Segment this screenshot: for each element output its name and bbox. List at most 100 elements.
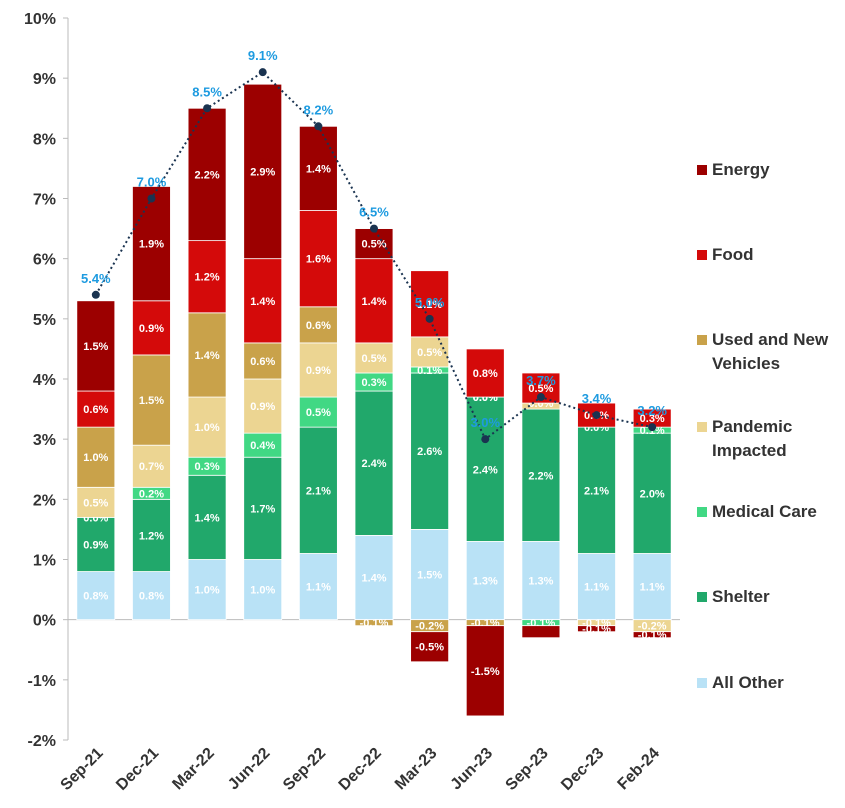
data-label: 2.2%: [528, 470, 553, 482]
data-label: 1.4%: [361, 573, 386, 585]
bar-segment: [187, 396, 227, 458]
bar-segment: [243, 342, 283, 380]
bar-segment: [298, 342, 338, 398]
y-tick-label: 0%: [33, 613, 56, 630]
bar-segment: [354, 619, 394, 627]
data-label: -0.2%: [638, 621, 667, 633]
x-tick-label: Dec-23: [558, 745, 607, 794]
data-label: 0.8%: [473, 368, 498, 380]
bar-segment: [632, 631, 672, 639]
x-tick-label: Sep-22: [280, 745, 329, 794]
bar-segment: [243, 258, 283, 344]
data-label: 0.8%: [83, 591, 108, 603]
legend-swatch: [697, 165, 707, 175]
data-label: 0.6%: [83, 404, 108, 416]
data-label: 0.8%: [139, 591, 164, 603]
data-label: 1.0%: [250, 585, 275, 597]
legend-swatch: [697, 250, 707, 260]
x-tick-label: Dec-21: [113, 745, 162, 794]
y-tick-label: -2%: [28, 733, 56, 750]
bar-segment: [76, 486, 116, 518]
y-tick-label: 3%: [33, 432, 56, 449]
data-label: 1.2%: [139, 530, 164, 542]
data-label: 0.3%: [361, 377, 386, 389]
data-label: 0.5%: [528, 383, 553, 395]
bar-segment: [298, 125, 338, 211]
y-tick-label: 2%: [33, 492, 56, 509]
legend-item: Medical Care: [697, 500, 842, 524]
total-point: [91, 290, 100, 299]
data-label: 0.6%: [250, 356, 275, 368]
y-tick-label: 1%: [33, 553, 56, 570]
legend-item: Pandemic Impacted: [697, 415, 842, 463]
x-tick-label: Jun-22: [225, 745, 274, 794]
bar-segment: [298, 306, 338, 344]
legend-label: Pandemic Impacted: [712, 417, 793, 460]
bar-segment: [577, 426, 616, 554]
bar-segment: [465, 348, 505, 398]
x-tick-label: Feb-24: [615, 745, 664, 794]
data-label: 0.3%: [195, 461, 220, 473]
bar-segment: [132, 300, 171, 356]
bar-segment: [243, 83, 283, 260]
data-label: 0.4%: [250, 440, 275, 452]
x-tick-label: Dec-22: [336, 745, 385, 794]
total-label: 7.0%: [137, 175, 167, 190]
data-label: -0.1%: [360, 618, 389, 630]
legend-label: Shelter: [712, 587, 770, 606]
total-label: 5.0%: [415, 295, 445, 310]
y-tick-label: 7%: [33, 192, 56, 209]
total-line: [94, 70, 653, 441]
data-label: 1.4%: [195, 512, 220, 524]
data-label: 0.9%: [139, 323, 164, 335]
data-label: -0.5%: [415, 642, 444, 654]
data-label: 0.5%: [306, 407, 331, 419]
data-label: 2.0%: [640, 488, 665, 500]
data-label: 1.0%: [195, 585, 220, 597]
data-label: -0.1%: [638, 630, 667, 642]
bar-segment: [132, 444, 171, 488]
data-label: 1.3%: [473, 576, 498, 588]
bar-segment: [187, 559, 227, 621]
data-label: 1.0%: [83, 452, 108, 464]
legend-swatch: [697, 592, 707, 602]
x-tick-label: Mar-23: [392, 745, 441, 794]
bar-segment: [132, 354, 171, 446]
bar-segment: [76, 516, 116, 572]
total-label: 3.2%: [637, 403, 667, 418]
y-tick-label: 6%: [33, 252, 56, 269]
data-label: 0.3%: [640, 413, 665, 425]
total-point: [147, 194, 156, 203]
total-label: 3.4%: [582, 391, 612, 406]
data-label: 1.1%: [306, 582, 331, 594]
total-point: [648, 423, 657, 432]
total-label: 8.5%: [192, 84, 222, 99]
bar-segment: [521, 408, 561, 542]
bar-segment: [187, 312, 227, 398]
data-label: 1.1%: [640, 582, 665, 594]
legend-label: All Other: [712, 673, 784, 692]
total-label: 3.7%: [526, 373, 556, 388]
legend-label: Medical Care: [712, 502, 817, 521]
bar-segment: [132, 571, 171, 621]
data-label: 2.6%: [417, 446, 442, 458]
bar-segment: [521, 625, 561, 639]
bar-segment: [465, 625, 505, 717]
data-label: -0.2%: [415, 621, 444, 633]
total-label: 8.2%: [304, 102, 334, 117]
bar-segment: [132, 498, 171, 572]
data-label: -1.5%: [471, 666, 500, 678]
y-tick-label: 10%: [24, 11, 56, 28]
legend-swatch: [697, 507, 707, 517]
total-label: 6.5%: [359, 205, 389, 220]
bar-segment: [243, 432, 283, 458]
data-label: 1.1%: [584, 582, 609, 594]
total-point: [425, 314, 434, 323]
bar-segment: [465, 396, 505, 542]
bar-segment: [632, 553, 672, 621]
data-label: 0.1%: [417, 365, 442, 377]
legend-swatch: [697, 678, 707, 688]
bar-segment: [354, 390, 394, 536]
total-point: [592, 411, 601, 420]
bar-segment: [521, 541, 561, 621]
